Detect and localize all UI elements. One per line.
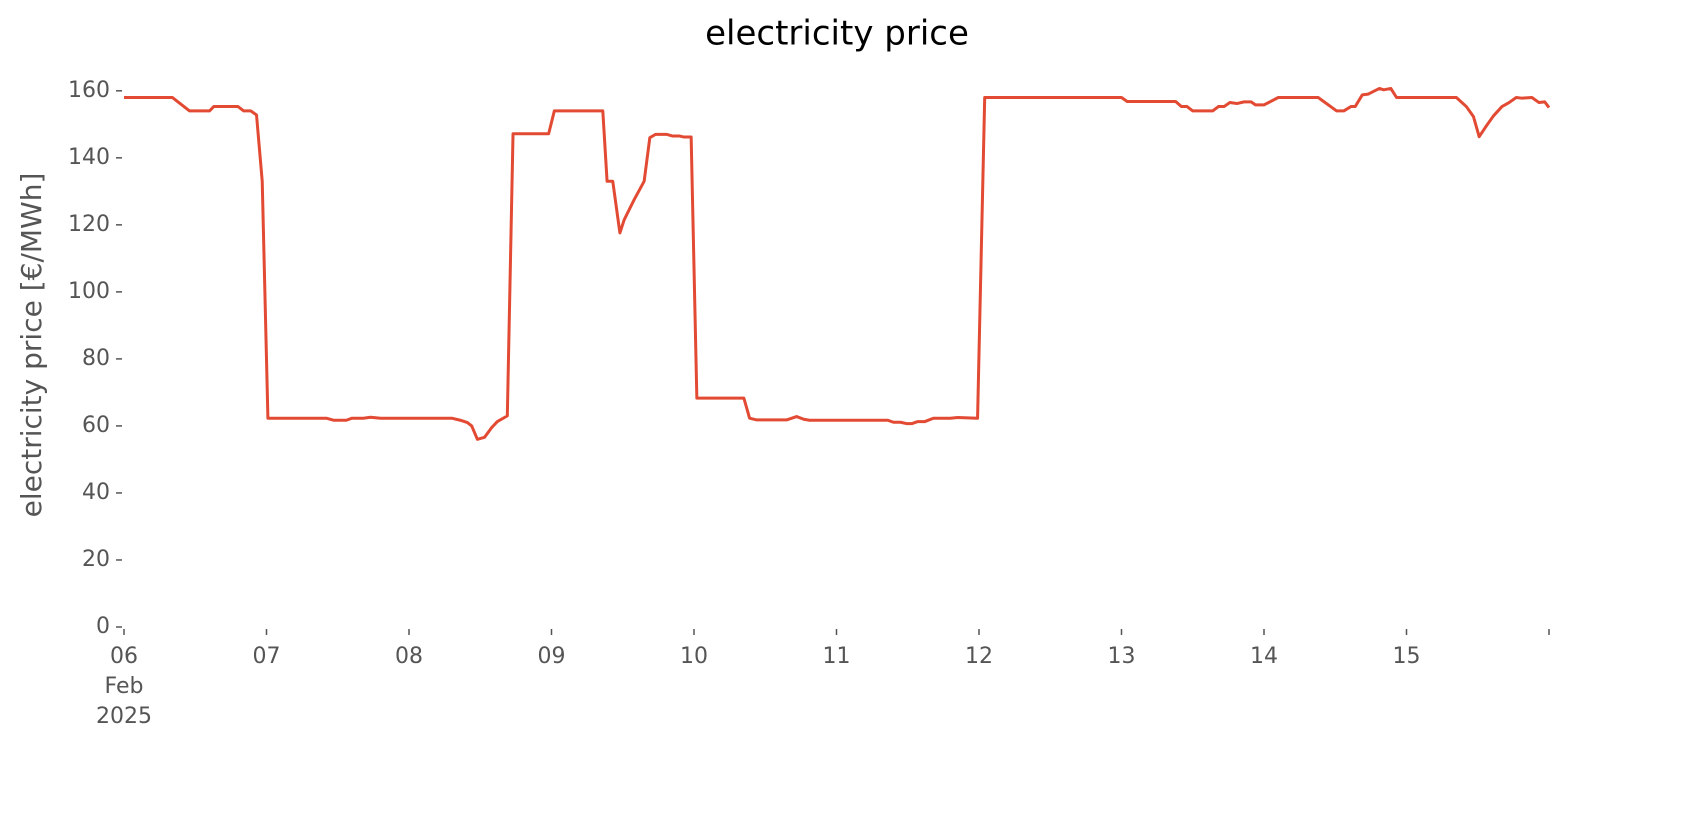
y-tick-label: 40	[82, 480, 110, 505]
x-tick-label: 11	[823, 644, 851, 669]
x-tick-label: 15	[1393, 644, 1421, 669]
y-tick-label: 60	[82, 413, 110, 438]
x-tick-label: 13	[1108, 644, 1136, 669]
y-tick-label: 100	[68, 279, 110, 304]
x-tick-label: 12	[965, 644, 993, 669]
y-tick-label: 80	[82, 346, 110, 371]
x-tick-label: 14	[1250, 644, 1278, 669]
price-line	[124, 86, 1551, 441]
y-tick-label: 140	[68, 145, 110, 170]
x-tick-label: 07	[253, 644, 281, 669]
x-tick-label: 08	[395, 644, 423, 669]
y-tick-label: 160	[68, 78, 110, 103]
x-tick-label: 06 Feb 2025	[96, 644, 152, 729]
y-tick-label: 120	[68, 212, 110, 237]
x-tick-label: 09	[538, 644, 566, 669]
chart-title: electricity price	[705, 14, 969, 54]
y-tick-label: 20	[82, 547, 110, 572]
y-axis-label: electricity price [€/MWh]	[15, 173, 48, 518]
x-tick-label: 10	[680, 644, 708, 669]
y-tick-label: 0	[96, 614, 110, 639]
